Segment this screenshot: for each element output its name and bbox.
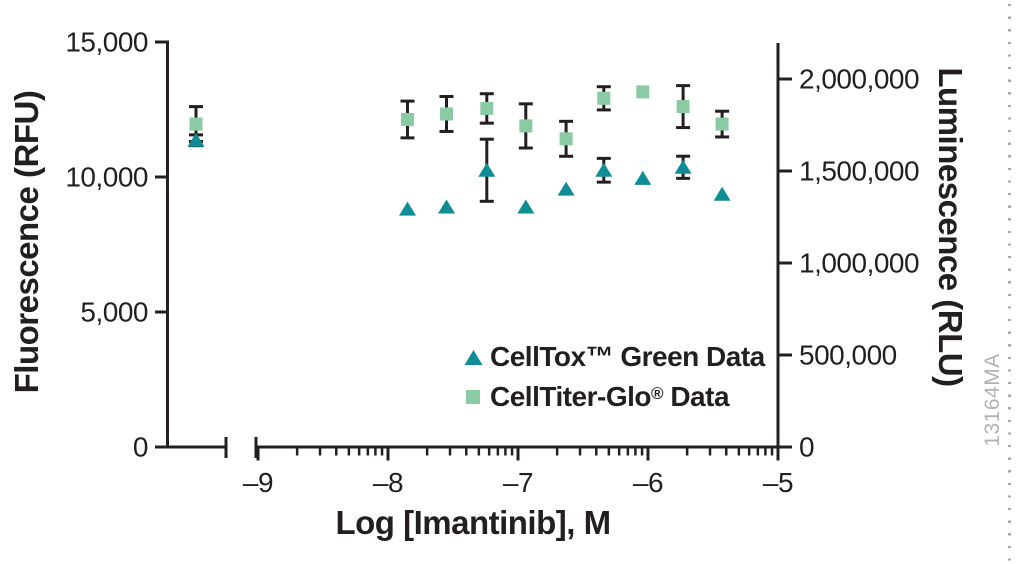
y-right-tick-label: 2,000,000 <box>799 64 919 95</box>
legend-label-celltox: CellTox™ Green Data <box>490 341 765 372</box>
celltox-data-point <box>713 186 731 201</box>
celltiterglo-square-icon <box>458 389 488 405</box>
x-axis-title: Log [Imantinib], M <box>335 504 611 541</box>
celltox-data-point <box>517 199 535 214</box>
x-tick-label: –5 <box>763 467 793 498</box>
y-right-tick-label: 1,500,000 <box>799 156 919 187</box>
x-tick-label: –9 <box>243 467 273 498</box>
celltiterglo-data-point <box>676 100 690 114</box>
celltiterglo-data-point <box>440 107 453 121</box>
celltox-data-point <box>438 199 455 214</box>
y-left-tick-label: 5,000 <box>80 297 148 328</box>
celltox-data-point <box>557 181 575 196</box>
celltox-data-point <box>634 170 652 185</box>
y-right-tick-label: 500,000 <box>799 340 897 371</box>
legend-label-celltiterglo: CellTiter-Glo® Data <box>490 381 730 412</box>
x-tick-label: –8 <box>373 467 403 498</box>
celltox-data-point <box>399 201 416 216</box>
legend: CellTox™ Green Data CellTiter-Glo® Data <box>458 337 765 417</box>
dotted-edge-rule <box>1008 4 1011 562</box>
celltox-data-point <box>478 162 496 177</box>
celltox-data-point <box>674 159 692 174</box>
figure-id-watermark: 13164MA <box>981 353 1004 447</box>
right-axis-title: Luminescence (RLU) <box>932 67 969 387</box>
y-left-tick-label: 15,000 <box>65 27 148 58</box>
celltiterglo-data-point <box>559 132 573 146</box>
y-right-tick-label: 0 <box>799 432 814 463</box>
celltiterglo-data-point <box>519 119 533 133</box>
left-axis-title: Fluorescence (RFU) <box>8 90 45 394</box>
y-right-tick-label: 1,000,000 <box>799 248 919 279</box>
celltox-triangle-icon <box>458 349 488 366</box>
legend-item-celltox: CellTox™ Green Data <box>458 337 765 377</box>
celltiterglo-data-point <box>636 85 650 99</box>
tm-mark: ™ <box>585 341 614 372</box>
y-left-tick-label: 10,000 <box>65 162 148 193</box>
legend-item-celltiterglo: CellTiter-Glo® Data <box>458 377 765 417</box>
x-tick-label: –6 <box>633 467 663 498</box>
x-tick-label: –7 <box>503 467 533 498</box>
celltiterglo-data-point <box>715 117 729 131</box>
celltox-data-point <box>187 132 205 147</box>
celltiterglo-data-point <box>401 112 414 126</box>
y-left-tick-label: 0 <box>133 432 148 463</box>
celltox-data-point <box>595 162 613 177</box>
registered-mark: ® <box>651 384 664 403</box>
celltiterglo-data-point <box>480 101 494 115</box>
celltiterglo-data-point <box>597 91 611 105</box>
celltiterglo-data-point <box>189 117 203 131</box>
